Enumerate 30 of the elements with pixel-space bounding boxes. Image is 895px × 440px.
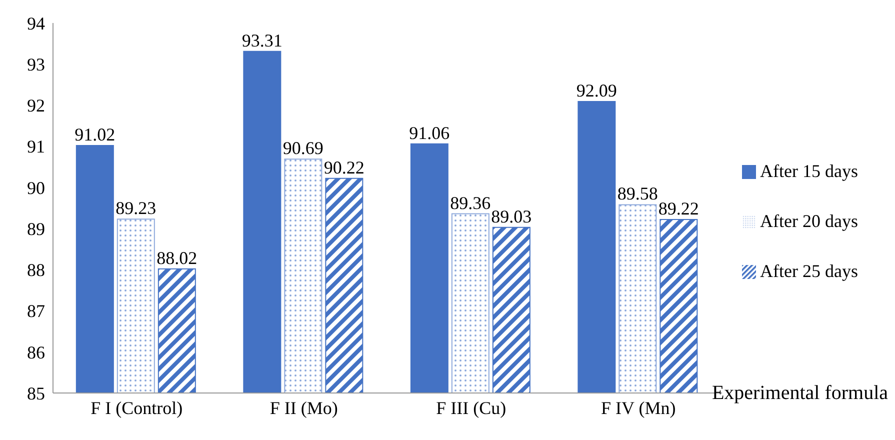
data-label: 90.69: [282, 138, 324, 158]
data-label: 90.22: [324, 157, 364, 178]
legend-label: After 25 days: [760, 260, 858, 280]
y-tick-label: 93: [27, 54, 45, 74]
data-label: 92.09: [576, 80, 617, 101]
y-tick-label: 85: [27, 383, 45, 404]
data-label: 91.06: [409, 122, 450, 143]
x-tick-label: F I (Control): [90, 398, 183, 418]
y-tick-label: 86: [27, 342, 45, 362]
y-tick-label: 89: [27, 218, 45, 239]
data-label: 93.31: [242, 30, 282, 50]
data-label: 91.02: [74, 124, 116, 145]
legend-label: After 20 days: [760, 210, 858, 230]
x-axis-title: Experimental formula: [712, 382, 888, 405]
y-tick-label: 88: [27, 260, 45, 280]
x-tick-label: F II (Mo): [270, 398, 338, 418]
data-label: 88.02: [156, 248, 198, 268]
y-tick-label: 90: [27, 178, 45, 198]
legend-label: After 15 days: [760, 160, 858, 180]
y-tick-label: 92: [27, 96, 45, 116]
data-label: 89.03: [491, 206, 532, 226]
y-tick-label: 91: [27, 136, 45, 157]
data-label: 89.23: [116, 198, 156, 218]
data-label: 89.36: [450, 192, 491, 213]
x-tick-label: F III (Cu): [436, 398, 506, 418]
data-label: 89.58: [617, 184, 658, 204]
y-tick-label: 87: [27, 301, 45, 322]
x-tick-label: F IV (Mn): [601, 398, 676, 418]
data-label: 89.22: [658, 198, 699, 219]
y-tick-label: 94: [27, 13, 45, 34]
